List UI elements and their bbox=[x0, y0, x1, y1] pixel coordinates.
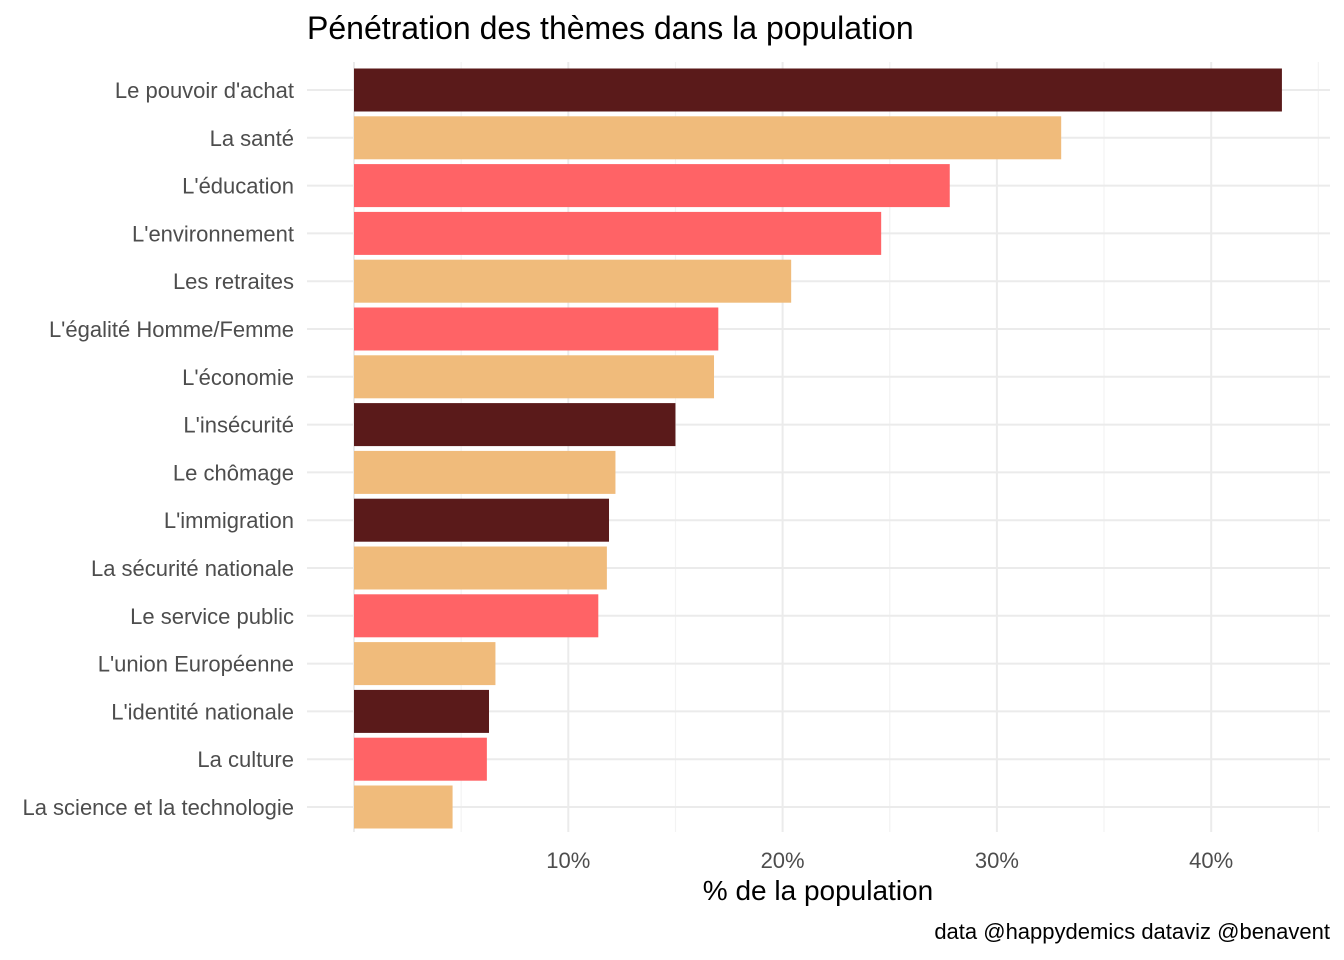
x-axis-label: % de la population bbox=[702, 875, 934, 906]
y-tick-label: L'immigration bbox=[164, 508, 294, 533]
y-tick-label: La science et la technologie bbox=[22, 795, 294, 820]
y-tick-label: Le service public bbox=[130, 604, 294, 629]
bar bbox=[354, 689, 490, 733]
bar bbox=[354, 594, 599, 638]
bar bbox=[354, 546, 607, 590]
y-tick-label: L'éducation bbox=[182, 174, 294, 199]
y-tick-label: La culture bbox=[197, 747, 294, 772]
y-tick-label: Les retraites bbox=[173, 269, 294, 294]
y-tick-label: L'environnement bbox=[132, 221, 294, 246]
x-tick-label: 20% bbox=[761, 848, 805, 873]
bar bbox=[354, 403, 676, 447]
bar bbox=[354, 737, 487, 781]
bar bbox=[354, 642, 496, 686]
y-tick-label: L'identité nationale bbox=[111, 699, 294, 724]
bar bbox=[354, 259, 792, 303]
bar bbox=[354, 785, 453, 829]
bar bbox=[354, 307, 719, 351]
y-tick-label: L'union Européenne bbox=[98, 652, 294, 677]
y-tick-label: L'égalité Homme/Femme bbox=[49, 317, 294, 342]
y-tick-label: Le pouvoir d'achat bbox=[115, 78, 294, 103]
bar bbox=[354, 355, 715, 399]
bar bbox=[354, 450, 616, 494]
bar bbox=[354, 498, 610, 542]
bar bbox=[354, 211, 882, 255]
bar bbox=[354, 68, 1282, 112]
y-tick-label: La sécurité nationale bbox=[91, 556, 294, 581]
y-tick-label: Le chômage bbox=[173, 460, 294, 485]
chart-title: Pénétration des thèmes dans la populatio… bbox=[307, 10, 914, 46]
y-tick-label: L'économie bbox=[182, 365, 294, 390]
chart-caption: data @happydemics dataviz @benavent bbox=[934, 919, 1330, 944]
bar bbox=[354, 116, 1062, 160]
y-tick-label: L'insécurité bbox=[183, 413, 294, 438]
bar bbox=[354, 164, 950, 208]
x-tick-label: 30% bbox=[975, 848, 1019, 873]
x-tick-label: 40% bbox=[1189, 848, 1233, 873]
y-tick-label: La santé bbox=[210, 126, 294, 151]
x-tick-label: 10% bbox=[546, 848, 590, 873]
